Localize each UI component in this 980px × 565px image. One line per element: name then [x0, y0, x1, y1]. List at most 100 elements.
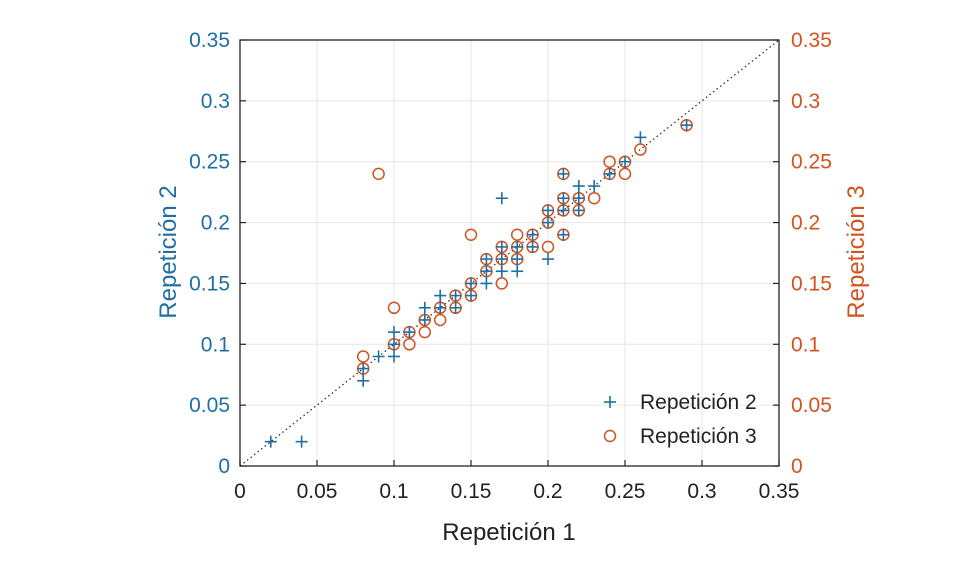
- legend-plus-marker: [604, 396, 616, 408]
- point-repeticion-2: [434, 289, 447, 302]
- legend: Repetición 2 Repetición 3: [603, 391, 757, 448]
- left-y-tick-label: 0.25: [189, 151, 230, 174]
- point-repeticion-2: [434, 301, 447, 314]
- point-repeticion-2: [511, 253, 524, 266]
- legend-plus-symbol: [604, 396, 616, 408]
- left-y-tick-label: 0.3: [201, 90, 230, 113]
- point-repeticion-2: [418, 301, 431, 314]
- point-repeticion-3: [587, 191, 601, 205]
- point-repeticion-3: [634, 143, 647, 156]
- point-repeticion-2: [480, 277, 493, 290]
- x-tick-label: 0.35: [759, 480, 800, 503]
- x-tick-label: 0.2: [533, 480, 562, 503]
- right-y-axis-ticks: 0 0.05 0.1 0.15 0.2 0.25 0.3 0.35: [773, 29, 832, 478]
- point-repeticion-3: [403, 338, 416, 351]
- point-repeticion-2: [388, 350, 400, 363]
- x-tick-label: 0.1: [379, 480, 408, 503]
- right-y-tick-label: 0.15: [791, 272, 832, 295]
- point-repeticion-2: [634, 131, 647, 144]
- right-y-tick-label: 0.25: [791, 151, 832, 174]
- point-repeticion-2: [495, 265, 508, 278]
- legend-circle-marker: [603, 429, 617, 443]
- point-repeticion-2: [495, 240, 508, 253]
- right-y-tick-label: 0.05: [791, 394, 832, 417]
- plot-frame: [239, 39, 780, 467]
- right-y-tick-label: 0.3: [791, 90, 820, 113]
- point-repeticion-2: [449, 289, 462, 302]
- left-y-tick-label: 0.15: [189, 272, 230, 295]
- point-repeticion-2: [680, 119, 693, 132]
- x-axis-label: Repetición 1: [442, 519, 575, 546]
- point-repeticion-2: [542, 216, 554, 229]
- point-repeticion-3: [510, 228, 524, 241]
- point-repeticion-3: [387, 301, 401, 315]
- right-y-tick-label: 0.2: [791, 212, 820, 235]
- left-y-axis-ticks: 0 0.05 0.1 0.15 0.2 0.25 0.3 0.35: [189, 29, 246, 478]
- point-repeticion-2: [557, 228, 570, 241]
- point-repeticion-2: [465, 289, 477, 302]
- point-repeticion-2: [526, 228, 539, 241]
- point-repeticion-2: [480, 265, 493, 278]
- point-repeticion-2: [372, 350, 385, 363]
- left-y-tick-label: 0: [218, 455, 230, 478]
- left-y-axis-label: Repetición 2: [155, 185, 182, 318]
- point-repeticion-2: [557, 192, 570, 205]
- point-repeticion-2: [449, 301, 462, 314]
- point-repeticion-3: [618, 167, 632, 181]
- point-repeticion-3: [495, 277, 509, 290]
- point-repeticion-2: [480, 253, 493, 266]
- x-tick-label: 0.05: [297, 480, 338, 503]
- left-y-tick-label: 0.05: [189, 394, 230, 417]
- point-repeticion-2: [357, 374, 370, 387]
- point-repeticion-2: [403, 326, 416, 339]
- point-repeticion-2: [388, 338, 400, 351]
- point-repeticion-2: [511, 265, 524, 278]
- left-y-tick-label: 0.2: [201, 212, 230, 235]
- point-repeticion-2: [388, 326, 400, 339]
- x-axis-ticks: 0 0.05 0.1 0.15 0.2 0.25 0.3 0.35: [234, 460, 799, 503]
- right-y-tick-label: 0: [791, 455, 803, 478]
- right-y-tick-label: 0.1: [791, 333, 820, 356]
- point-repeticion-2: [511, 240, 524, 253]
- point-repeticion-3: [356, 350, 370, 363]
- point-repeticion-2: [572, 192, 585, 205]
- point-repeticion-2: [542, 204, 554, 217]
- x-tick-label: 0.3: [687, 480, 716, 503]
- right-y-tick-label: 0.35: [791, 29, 832, 52]
- right-y-axis-label: Repetición 3: [843, 185, 870, 318]
- point-repeticion-2: [264, 435, 277, 448]
- x-tick-label: 0: [234, 480, 246, 503]
- point-repeticion-2: [572, 204, 585, 217]
- point-repeticion-2: [557, 204, 570, 217]
- left-y-tick-label: 0.1: [201, 333, 230, 356]
- legend-circle-symbol: [603, 429, 617, 443]
- point-repeticion-2: [603, 167, 616, 180]
- legend-label-repeticion-2: Repetición 2: [640, 391, 757, 414]
- legend-label-repeticion-3: Repetición 3: [640, 425, 757, 448]
- point-repeticion-3: [464, 228, 478, 241]
- point-repeticion-3: [372, 167, 385, 181]
- x-tick-label: 0.15: [451, 480, 492, 503]
- point-repeticion-3: [603, 155, 616, 168]
- point-repeticion-2: [495, 253, 508, 266]
- point-repeticion-3: [418, 325, 432, 339]
- x-tick-label: 0.25: [605, 480, 646, 503]
- point-repeticion-2: [495, 192, 508, 205]
- point-repeticion-2: [418, 313, 431, 326]
- point-repeticion-2: [526, 240, 539, 253]
- data-points: [264, 118, 693, 448]
- point-repeticion-2: [572, 180, 585, 193]
- left-y-tick-label: 0.35: [189, 29, 230, 52]
- point-repeticion-2: [357, 362, 370, 375]
- point-repeticion-2: [295, 435, 308, 448]
- point-repeticion-2: [619, 155, 631, 168]
- point-repeticion-2: [588, 180, 601, 193]
- point-repeticion-2: [557, 167, 570, 180]
- point-repeticion-3: [433, 313, 447, 327]
- identity-reference-line: [239, 39, 780, 467]
- point-repeticion-2: [465, 277, 477, 290]
- point-repeticion-3: [541, 240, 555, 254]
- point-repeticion-2: [542, 253, 554, 266]
